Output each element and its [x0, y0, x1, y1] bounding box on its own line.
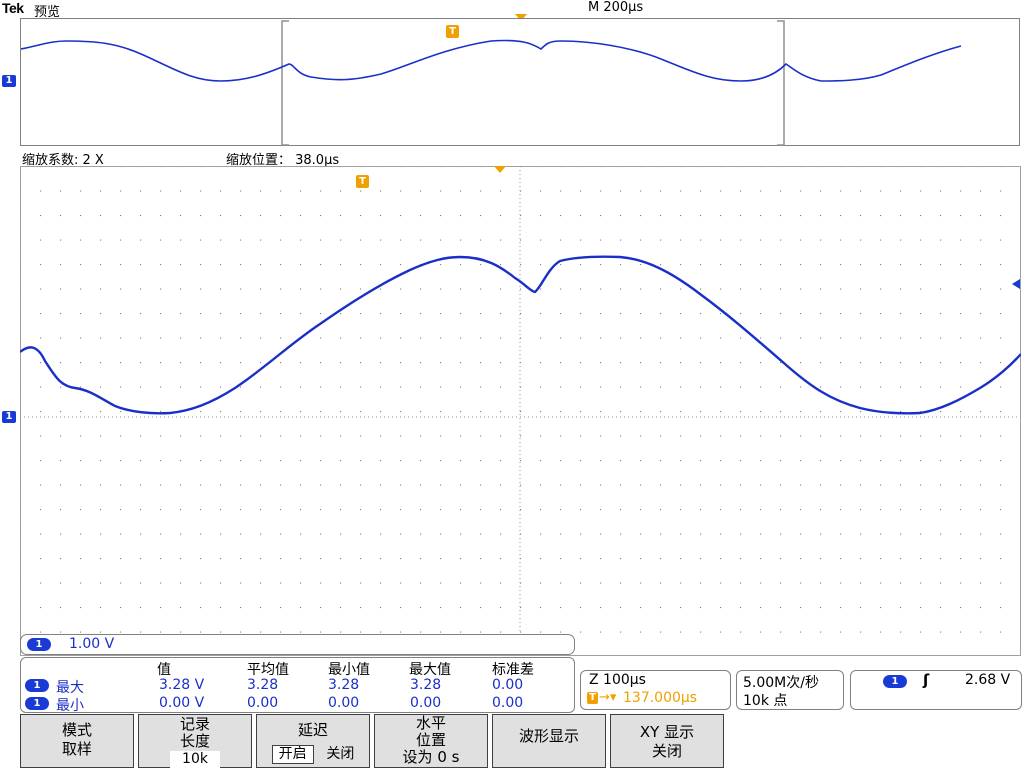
xy-display-title: XY 显示: [639, 723, 695, 741]
delay-button[interactable]: 延迟 开启 关闭: [256, 714, 370, 768]
record-length-value: 10k: [170, 751, 220, 768]
overview-trace: [20, 39, 962, 82]
horizontal-position-title-2: 位置: [415, 731, 446, 749]
horizontal-position-set-zero: 设为 0 s: [402, 748, 460, 766]
zoom-box-bracket-left: [281, 20, 289, 146]
meas-row-1-max: 3.28: [410, 677, 442, 693]
zoom-box-bracket-right: [777, 20, 785, 146]
trigger-source-badge: 1: [883, 675, 907, 688]
horizontal-panel[interactable]: Z 100µs T →▾ 137.000µs: [580, 670, 731, 710]
waveform-display-label: 波形显示: [518, 727, 579, 745]
meas-header-min: 最小值: [328, 662, 370, 678]
trigger-panel[interactable]: 1 ʃ 2.68 V: [850, 670, 1022, 710]
channel-scale-value: 1.00 V: [69, 636, 115, 652]
trigger-marker-zoom: T: [356, 175, 369, 188]
horizontal-position-title-1: 水平: [415, 714, 446, 732]
meas-header-max: 最大值: [409, 662, 451, 678]
trigger-position-indicator: [515, 14, 527, 21]
delay-on-option[interactable]: 开启: [271, 745, 314, 764]
overview-waveform: [20, 20, 962, 146]
trigger-position-indicator-zoom: [494, 166, 506, 173]
channel-ground-marker-overview: 1: [2, 75, 16, 87]
meas-row-2-label: 最小: [56, 698, 84, 714]
meas-header-stddev: 标准差: [492, 662, 534, 678]
channel-scale-panel[interactable]: 1 1.00 V: [20, 634, 575, 655]
trigger-position-readout: 137.000µs: [623, 690, 698, 706]
meas-row-1-mean: 3.28: [247, 677, 279, 693]
trigger-marker-overview: T: [446, 25, 459, 38]
xy-display-value: 关闭: [651, 742, 682, 760]
meas-row-1-label: 最大: [56, 680, 84, 696]
trigger-level-arrow: [1012, 279, 1020, 289]
channel-1-badge: 1: [27, 638, 51, 651]
meas-row-2-value: 0.00 V: [159, 695, 205, 711]
waveform-display-button[interactable]: 波形显示: [492, 714, 606, 768]
mode-button-title: 模式: [61, 721, 92, 739]
brand-logo: Tek: [2, 0, 24, 16]
trigger-pos-arrow: →▾: [599, 690, 617, 705]
record-points-readout: 10k 点: [743, 693, 788, 709]
measurements-panel: 值 平均值 最小值 最大值 标准差 1 最大 3.28 V 3.28 3.28 …: [20, 657, 575, 714]
meas-row-2-min: 0.00: [328, 695, 360, 711]
meas-row-1-stddev: 0.00: [492, 677, 524, 693]
meas-row-2-channel-badge: 1: [25, 697, 49, 710]
record-length-title-1: 记录: [179, 715, 210, 733]
meas-header-mean: 平均值: [247, 662, 289, 678]
delay-off-option[interactable]: 关闭: [326, 746, 355, 762]
meas-header-value: 值: [157, 662, 171, 678]
timebase-readout: M 200µs: [588, 0, 644, 15]
acquisition-panel[interactable]: 5.00M次/秒 10k 点: [736, 670, 844, 710]
mode-button[interactable]: 模式 取样: [20, 714, 134, 768]
trigger-pos-badge: T: [587, 692, 598, 704]
mode-label: 预览: [34, 5, 61, 20]
mode-button-value: 取样: [61, 740, 92, 758]
meas-row-2-mean: 0.00: [247, 695, 279, 711]
meas-row-1-min: 3.28: [328, 677, 360, 693]
zoom-scale-readout: Z 100µs: [589, 672, 646, 688]
overview-window: [20, 18, 1020, 146]
zoom-position-readout: 缩放位置： 38.0µs: [226, 153, 340, 168]
horizontal-position-button[interactable]: 水平 位置 设为 0 s: [374, 714, 488, 768]
xy-display-button[interactable]: XY 显示 关闭: [610, 714, 724, 768]
meas-row-2-max: 0.00: [410, 695, 442, 711]
meas-row-1-value: 3.28 V: [159, 677, 205, 693]
zoom-factor-readout: 缩放系数: 2 X: [22, 153, 104, 168]
meas-row-2-stddev: 0.00: [492, 695, 524, 711]
sample-rate-readout: 5.00M次/秒: [743, 675, 819, 691]
trigger-slope-icon: ʃ: [923, 671, 930, 689]
record-length-button[interactable]: 记录 长度 10k: [138, 714, 252, 768]
trigger-level-readout: 2.68 V: [965, 672, 1011, 688]
meas-row-1-channel-badge: 1: [25, 679, 49, 692]
zoom-trace: [19, 255, 1022, 415]
zoom-graticule: [19, 166, 1022, 656]
delay-title: 延迟: [297, 721, 328, 739]
zoom-waveform: [19, 166, 1022, 656]
record-length-title-2: 长度: [179, 732, 210, 750]
channel-ground-marker-zoom: 1: [2, 411, 16, 423]
